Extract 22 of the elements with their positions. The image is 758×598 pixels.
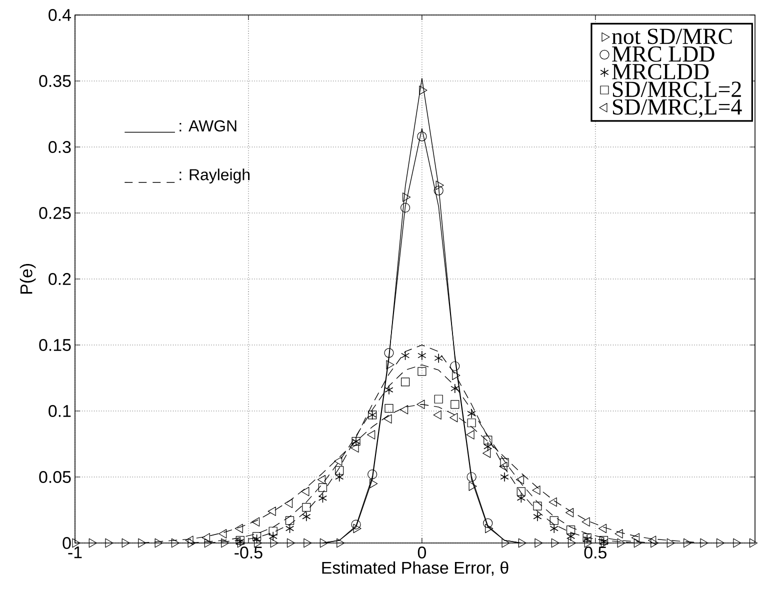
- y-tick-label: 0.35: [39, 75, 71, 87]
- legend-label: MRC LDD: [612, 46, 714, 62]
- y-tick-label: 0.3: [48, 141, 71, 153]
- y-tick-label: 0.4: [48, 9, 71, 21]
- x-tick-label: 0: [418, 546, 426, 559]
- annotation: : Rayleigh: [180, 168, 250, 184]
- y-tick-label: 0.2: [48, 273, 71, 285]
- y-axis-title: P(e): [20, 264, 36, 294]
- x-tick-label: 0.5: [584, 546, 606, 559]
- y-tick-label: 0.15: [39, 339, 71, 351]
- x-tick-label: -1: [68, 546, 82, 558]
- x-axis-title: Estimated Phase Error, θ: [322, 561, 508, 576]
- y-tick-label: 0: [62, 537, 71, 549]
- legend-label: MRCLDD: [612, 64, 709, 80]
- legend-label: SD/MRC,L=4: [612, 99, 742, 118]
- annotation: : AWGN: [180, 120, 236, 132]
- x-tick-label: -0.5: [234, 546, 262, 559]
- legend-label: SD/MRC,L=2: [612, 82, 741, 100]
- y-tick-label: 0.1: [48, 405, 71, 417]
- legend-label: not SD/MRC: [612, 28, 732, 44]
- y-tick-label: 0.05: [39, 471, 71, 483]
- y-tick-label: 0.25: [39, 207, 71, 219]
